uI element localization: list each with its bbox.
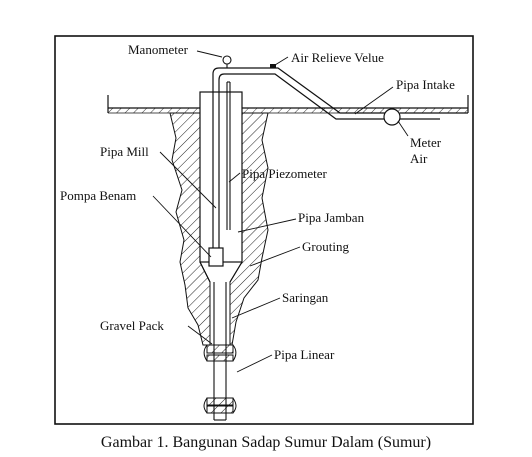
leader-lines — [152, 50, 409, 373]
air-relieve-valve — [270, 64, 276, 68]
grouting-right — [229, 112, 269, 346]
label-saringan: Saringan — [282, 290, 329, 305]
submersible-pump — [208, 247, 224, 267]
manometer — [222, 55, 232, 68]
figure-frame — [54, 35, 474, 425]
label-pipa-mill: Pipa Mill — [100, 144, 149, 159]
label-grouting: Grouting — [302, 239, 349, 254]
label-pipa-jamban: Pipa Jamban — [298, 210, 365, 225]
water-meter — [383, 108, 401, 126]
label-pompa-benam: Pompa Benam — [60, 188, 136, 203]
label-pipa-piezometer: Pipa Piezometer — [242, 166, 328, 181]
label-air-relieve-valve: Air Relieve Velue — [291, 50, 384, 65]
label-pipa-linear: Pipa Linear — [274, 347, 335, 362]
label-pipa-intake: Pipa Intake — [396, 77, 455, 92]
screen-section — [203, 282, 237, 421]
label-air: Air — [410, 151, 428, 166]
label-manometer: Manometer — [128, 42, 189, 57]
ground-surface — [107, 95, 469, 114]
label-meter: Meter — [410, 135, 442, 150]
piezometer-pipe — [226, 81, 231, 230]
pump-column — [212, 74, 220, 248]
figure-caption: Gambar 1. Bangunan Sadap Sumur Dalam (Su… — [101, 434, 431, 451]
label-gravel-pack: Gravel Pack — [100, 318, 164, 333]
intake-pipe — [212, 67, 468, 120]
